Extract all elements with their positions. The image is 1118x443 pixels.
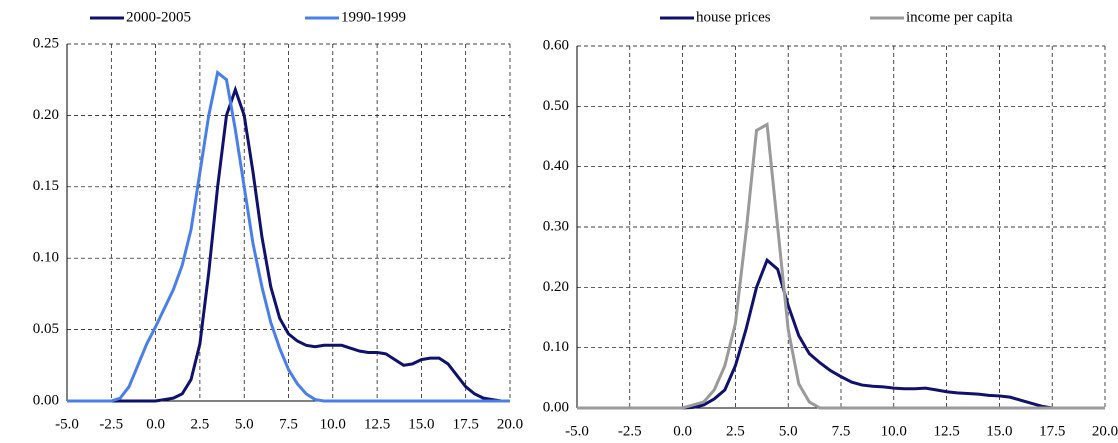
x-tick-label: 10.0 — [881, 423, 907, 439]
x-tick-label: -5.0 — [55, 416, 79, 432]
series-line — [577, 121, 1105, 410]
x-tick-label: -2.5 — [618, 423, 642, 439]
y-tick-label: 0.10 — [543, 339, 569, 355]
y-tick-label: 0.30 — [543, 218, 569, 234]
x-tick-label: 0.0 — [673, 423, 692, 439]
x-tick-label: -2.5 — [99, 416, 123, 432]
x-tick-label: 2.5 — [726, 423, 745, 439]
y-tick-label: 0.20 — [543, 279, 569, 295]
series-line — [67, 85, 510, 403]
x-tick-label: 20.0 — [1092, 423, 1118, 439]
legend-label: 2000-2005 — [126, 9, 191, 25]
x-tick-label: 15.0 — [408, 416, 434, 432]
x-tick-label: 15.0 — [986, 423, 1012, 439]
y-tick-label: 0.00 — [33, 392, 59, 408]
y-tick-label: 0.40 — [543, 158, 569, 174]
y-tick-label: 0.20 — [33, 107, 59, 123]
series-line — [67, 69, 510, 403]
y-tick-label: 0.00 — [543, 399, 569, 415]
x-tick-label: -5.0 — [565, 423, 589, 439]
x-tick-label: 10.0 — [320, 416, 346, 432]
x-tick-label: 12.5 — [364, 416, 390, 432]
x-tick-label: 20.0 — [497, 416, 523, 432]
legend-label: income per capita — [906, 9, 1013, 25]
x-tick-label: 7.5 — [832, 423, 851, 439]
x-tick-label: 2.5 — [191, 416, 210, 432]
y-tick-label: 0.25 — [33, 35, 59, 51]
y-tick-label: 0.10 — [33, 250, 59, 266]
x-tick-label: 5.0 — [235, 416, 254, 432]
y-tick-label: 0.15 — [33, 178, 59, 194]
legend-label: 1990-1999 — [341, 9, 406, 25]
y-tick-label: 0.05 — [33, 321, 59, 337]
x-tick-label: 17.5 — [453, 416, 479, 432]
x-tick-label: 12.5 — [933, 423, 959, 439]
x-tick-label: 5.0 — [779, 423, 798, 439]
x-tick-label: 7.5 — [279, 416, 298, 432]
x-tick-label: 17.5 — [1039, 423, 1065, 439]
x-tick-label: 0.0 — [146, 416, 165, 432]
y-tick-label: 0.50 — [543, 98, 569, 114]
y-tick-label: 0.60 — [543, 37, 569, 53]
legend-label: house prices — [696, 9, 771, 25]
